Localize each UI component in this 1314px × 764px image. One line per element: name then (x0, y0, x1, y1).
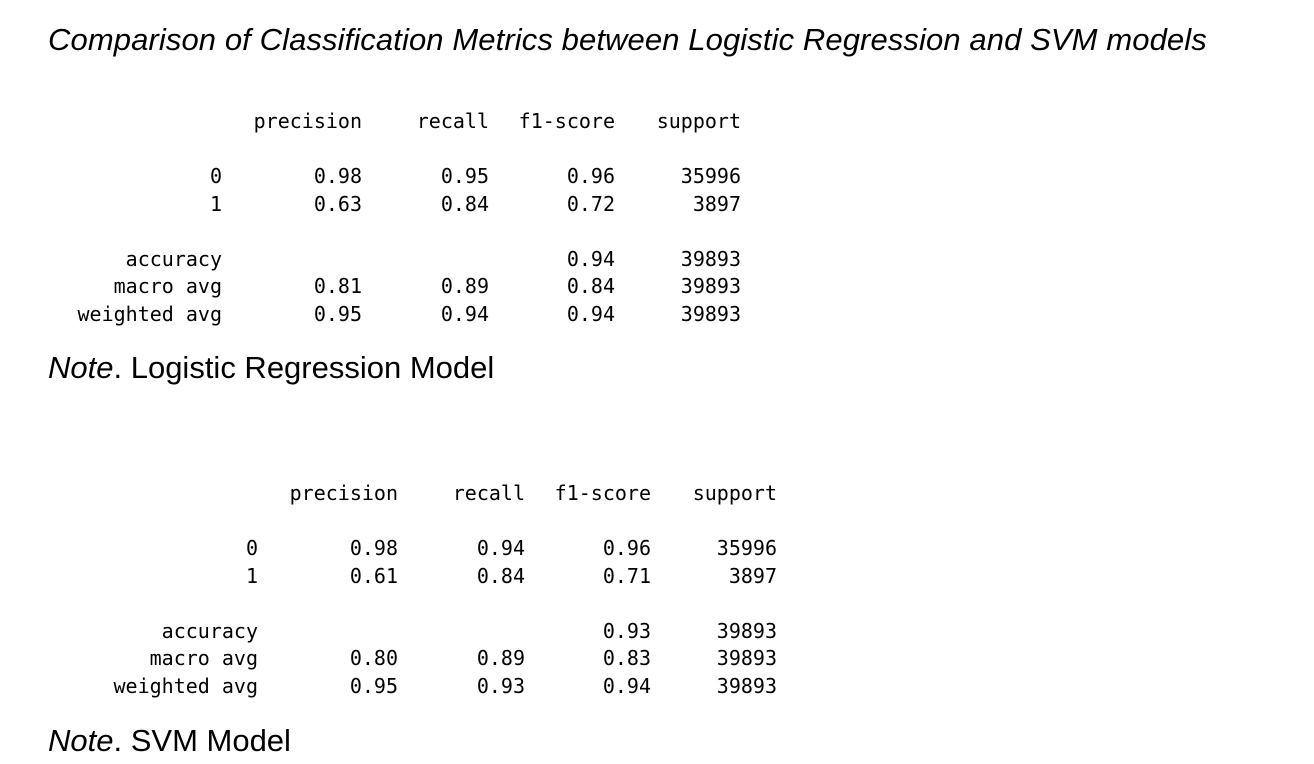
recall-value: 0.84 (440, 191, 489, 216)
recall-value: 0.84 (476, 563, 525, 588)
row-spacer (84, 590, 784, 618)
precision-value: 0.98 (313, 164, 362, 188)
precision-value: 0.81 (313, 274, 362, 298)
support-value: 39893 (716, 618, 777, 643)
header-support: support (692, 481, 777, 505)
f1-value: 0.72 (566, 191, 615, 216)
macro-avg-row: macro avg 0.81 0.89 0.84 39893 (48, 273, 748, 301)
header-support: support (656, 109, 741, 133)
support-value: 3897 (692, 191, 741, 216)
row-spacer (48, 136, 748, 164)
support-value: 35996 (680, 164, 741, 188)
report-header-row: precision recall f1-score support (84, 480, 784, 508)
note-prefix: Note (48, 723, 114, 758)
row-label: 1 (245, 563, 258, 588)
weighted-avg-row: weighted avg 0.95 0.93 0.94 39893 (84, 673, 784, 701)
support-value: 39893 (680, 246, 741, 271)
f1-value: 0.94 (566, 246, 615, 271)
row-spacer (48, 218, 748, 246)
f1-value: 0.94 (566, 301, 615, 326)
f1-value: 0.94 (602, 673, 651, 698)
note-prefix: Note (48, 350, 114, 385)
f1-value: 0.96 (566, 164, 615, 188)
class-row-1: 1 0.63 0.84 0.72 3897 (48, 191, 748, 219)
header-recall: recall (416, 109, 489, 133)
f1-value: 0.83 (602, 646, 651, 670)
classification-report-logistic-regression: precision recall f1-score support 0 0.98… (48, 108, 748, 328)
row-label: weighted avg (77, 301, 223, 326)
support-value: 35996 (716, 536, 777, 560)
f1-value: 0.96 (602, 536, 651, 560)
header-precision: precision (289, 481, 398, 505)
support-value: 39893 (680, 301, 741, 326)
f1-value: 0.84 (566, 274, 615, 298)
support-value: 3897 (728, 563, 777, 588)
accuracy-row: accuracy 0.94 39893 (48, 246, 748, 274)
note-svm: Note. SVM Model (48, 723, 291, 759)
class-row-0: 0 0.98 0.94 0.96 35996 (84, 535, 784, 563)
report-header-row: precision recall f1-score support (48, 108, 748, 136)
row-label: 0 (209, 164, 222, 188)
precision-value: 0.63 (313, 191, 362, 216)
row-label: macro avg (149, 646, 258, 670)
header-f1-score: f1-score (518, 109, 615, 133)
accuracy-row: accuracy 0.93 39893 (84, 618, 784, 646)
recall-value: 0.94 (476, 536, 525, 560)
row-label: weighted avg (113, 673, 259, 698)
precision-value: 0.95 (313, 301, 362, 326)
class-row-0: 0 0.98 0.95 0.96 35996 (48, 163, 748, 191)
row-label: macro avg (113, 274, 222, 298)
note-logistic-regression: Note. Logistic Regression Model (48, 350, 494, 386)
precision-value: 0.98 (349, 536, 398, 560)
classification-report-svm: precision recall f1-score support 0 0.98… (84, 480, 784, 700)
precision-value: 0.80 (349, 646, 398, 670)
support-value: 39893 (680, 274, 741, 298)
row-label: 1 (209, 191, 222, 216)
recall-value: 0.94 (440, 301, 489, 326)
f1-value: 0.71 (602, 563, 651, 588)
header-precision: precision (253, 109, 362, 133)
row-label: accuracy (161, 618, 258, 643)
row-label: accuracy (125, 246, 222, 271)
recall-value: 0.89 (440, 274, 489, 298)
support-value: 39893 (716, 646, 777, 670)
support-value: 39893 (716, 673, 777, 698)
precision-value: 0.61 (349, 563, 398, 588)
class-row-1: 1 0.61 0.84 0.71 3897 (84, 563, 784, 591)
recall-value: 0.93 (476, 673, 525, 698)
f1-value: 0.93 (602, 618, 651, 643)
weighted-avg-row: weighted avg 0.95 0.94 0.94 39893 (48, 301, 748, 329)
note-text: . Logistic Regression Model (113, 350, 495, 385)
row-spacer (84, 508, 784, 536)
page-title: Comparison of Classification Metrics bet… (48, 22, 1207, 57)
recall-value: 0.95 (440, 164, 489, 188)
precision-value: 0.95 (349, 673, 398, 698)
header-recall: recall (452, 481, 525, 505)
macro-avg-row: macro avg 0.80 0.89 0.83 39893 (84, 645, 784, 673)
recall-value: 0.89 (476, 646, 525, 670)
note-text: . SVM Model (113, 723, 291, 758)
header-f1-score: f1-score (554, 481, 651, 505)
row-label: 0 (245, 536, 258, 560)
